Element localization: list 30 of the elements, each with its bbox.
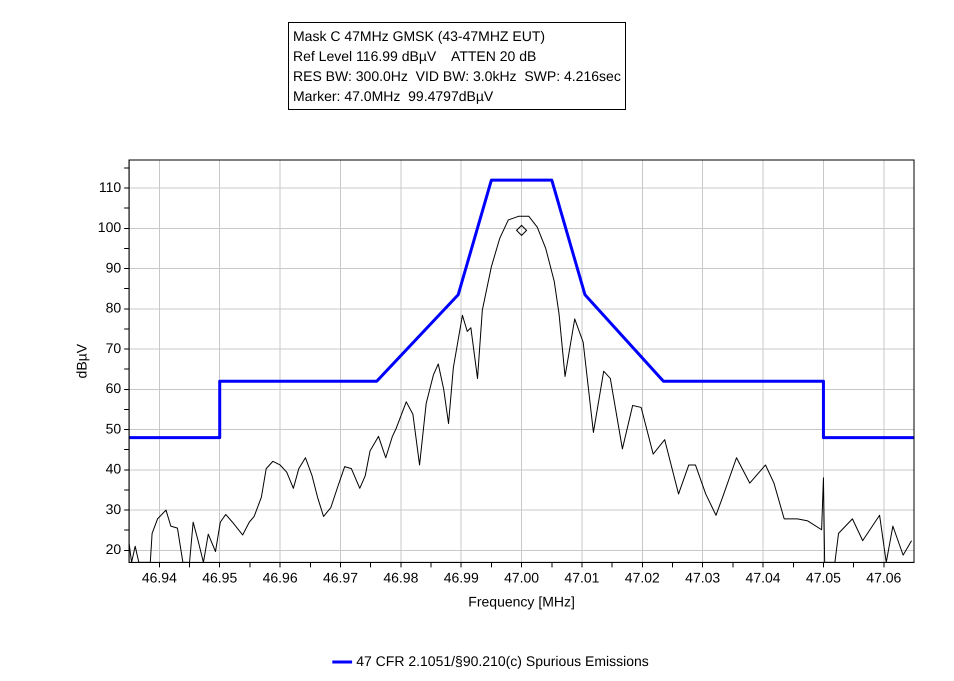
x-axis-title: Frequency [MHz]	[468, 593, 575, 610]
x-tick-label: 46.96	[262, 570, 298, 586]
text: RES BW: 300.0Hz VID BW: 3.0kHz SWP: 4.216sec	[293, 67, 621, 86]
x-tick-label: 46.99	[444, 570, 479, 586]
y-tick-label: 80	[106, 300, 122, 316]
y-tick-label: 40	[106, 460, 122, 477]
y-tick-label: 100	[98, 219, 122, 236]
x-tick-label: 47.06	[866, 570, 902, 586]
text: Ref Level 116.99 dBµV ATTEN 20 dB	[293, 47, 538, 66]
y-tick-label: 90	[106, 259, 122, 276]
y-axis-title: dBµV	[73, 343, 90, 378]
x-tick-label: 46.95	[202, 570, 238, 586]
y-tick-label: 50	[106, 420, 122, 436]
x-tick-label: 46.98	[383, 570, 419, 586]
x-tick-label: 47.02	[624, 570, 660, 586]
legend-label: 47 CFR 2.1051/§90.210(c) Spurious Emissions	[356, 652, 649, 669]
text: Marker: 47.0MHz 99.4797dBµV	[293, 87, 494, 106]
x-tick-label: 46.97	[322, 570, 358, 586]
x-tick-label: 47.04	[746, 570, 781, 586]
x-tick-label: 47.00	[504, 570, 540, 586]
text: Mask C 47MHz GMSK (43-47MHZ EUT)	[293, 27, 546, 46]
y-tick-label: 30	[106, 500, 122, 517]
x-tick-label: 46.94	[142, 570, 178, 586]
y-tick-label: 60	[106, 380, 122, 396]
y-tick-label: 20	[106, 541, 122, 558]
y-tick-label: 70	[106, 340, 122, 356]
x-tick-label: 47.01	[564, 570, 600, 586]
y-tick-label: 110	[98, 178, 122, 195]
x-tick-label: 47.03	[685, 570, 720, 586]
x-tick-label: 47.05	[806, 570, 842, 586]
